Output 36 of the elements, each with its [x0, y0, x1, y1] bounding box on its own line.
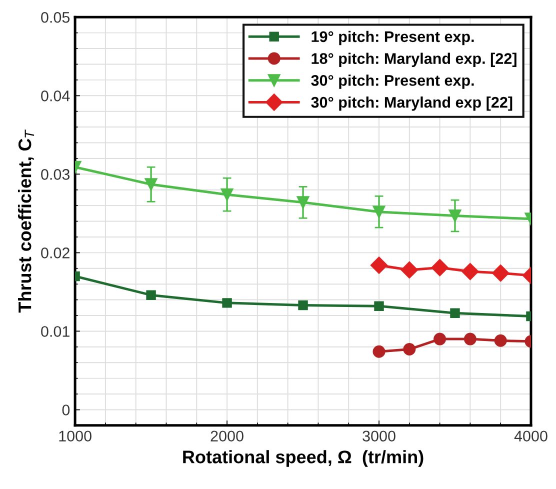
y-tick-label: 0.05 [41, 12, 70, 23]
legend-label: 18° pitch: Maryland exp. [22] [312, 52, 516, 67]
point [431, 259, 448, 276]
point [222, 298, 232, 308]
point [372, 206, 386, 218]
x-tick-label: 2000 [210, 430, 244, 442]
y-tick-label: 0 [62, 404, 70, 416]
point [434, 332, 446, 346]
y-tick-label: 0.03 [41, 169, 70, 180]
point [464, 332, 476, 346]
x-tick-label: 4000 [514, 430, 548, 442]
legend-label: 30° pitch: Maryland exp [22] [311, 96, 512, 111]
point [220, 188, 234, 201]
legend-label: 30° pitch: Present exp. [311, 74, 474, 89]
point [462, 262, 479, 280]
point [370, 256, 388, 274]
y-tick-label: 0.02 [41, 248, 70, 258]
y-tick-label: 0.01 [41, 326, 70, 337]
point [400, 261, 418, 279]
legend-label: 19° pitch: Present exp. [312, 30, 474, 46]
x-tick-label: 1000 [59, 430, 92, 442]
y-axis-title: Thrust coefficient, C$_{T}$ [18, 130, 34, 313]
x-tick-label: 3000 [362, 430, 396, 442]
point [403, 343, 416, 356]
point [450, 308, 460, 318]
point [144, 178, 158, 191]
point [494, 334, 507, 347]
y-tick-label: 0.04 [41, 90, 70, 102]
x-axis-title: Rotational speed, Ω (tr/min) [183, 450, 424, 467]
point [448, 210, 462, 222]
point [146, 290, 156, 300]
point [372, 345, 386, 358]
point [296, 196, 310, 209]
point [298, 300, 308, 310]
point [374, 301, 384, 311]
point [492, 264, 510, 282]
